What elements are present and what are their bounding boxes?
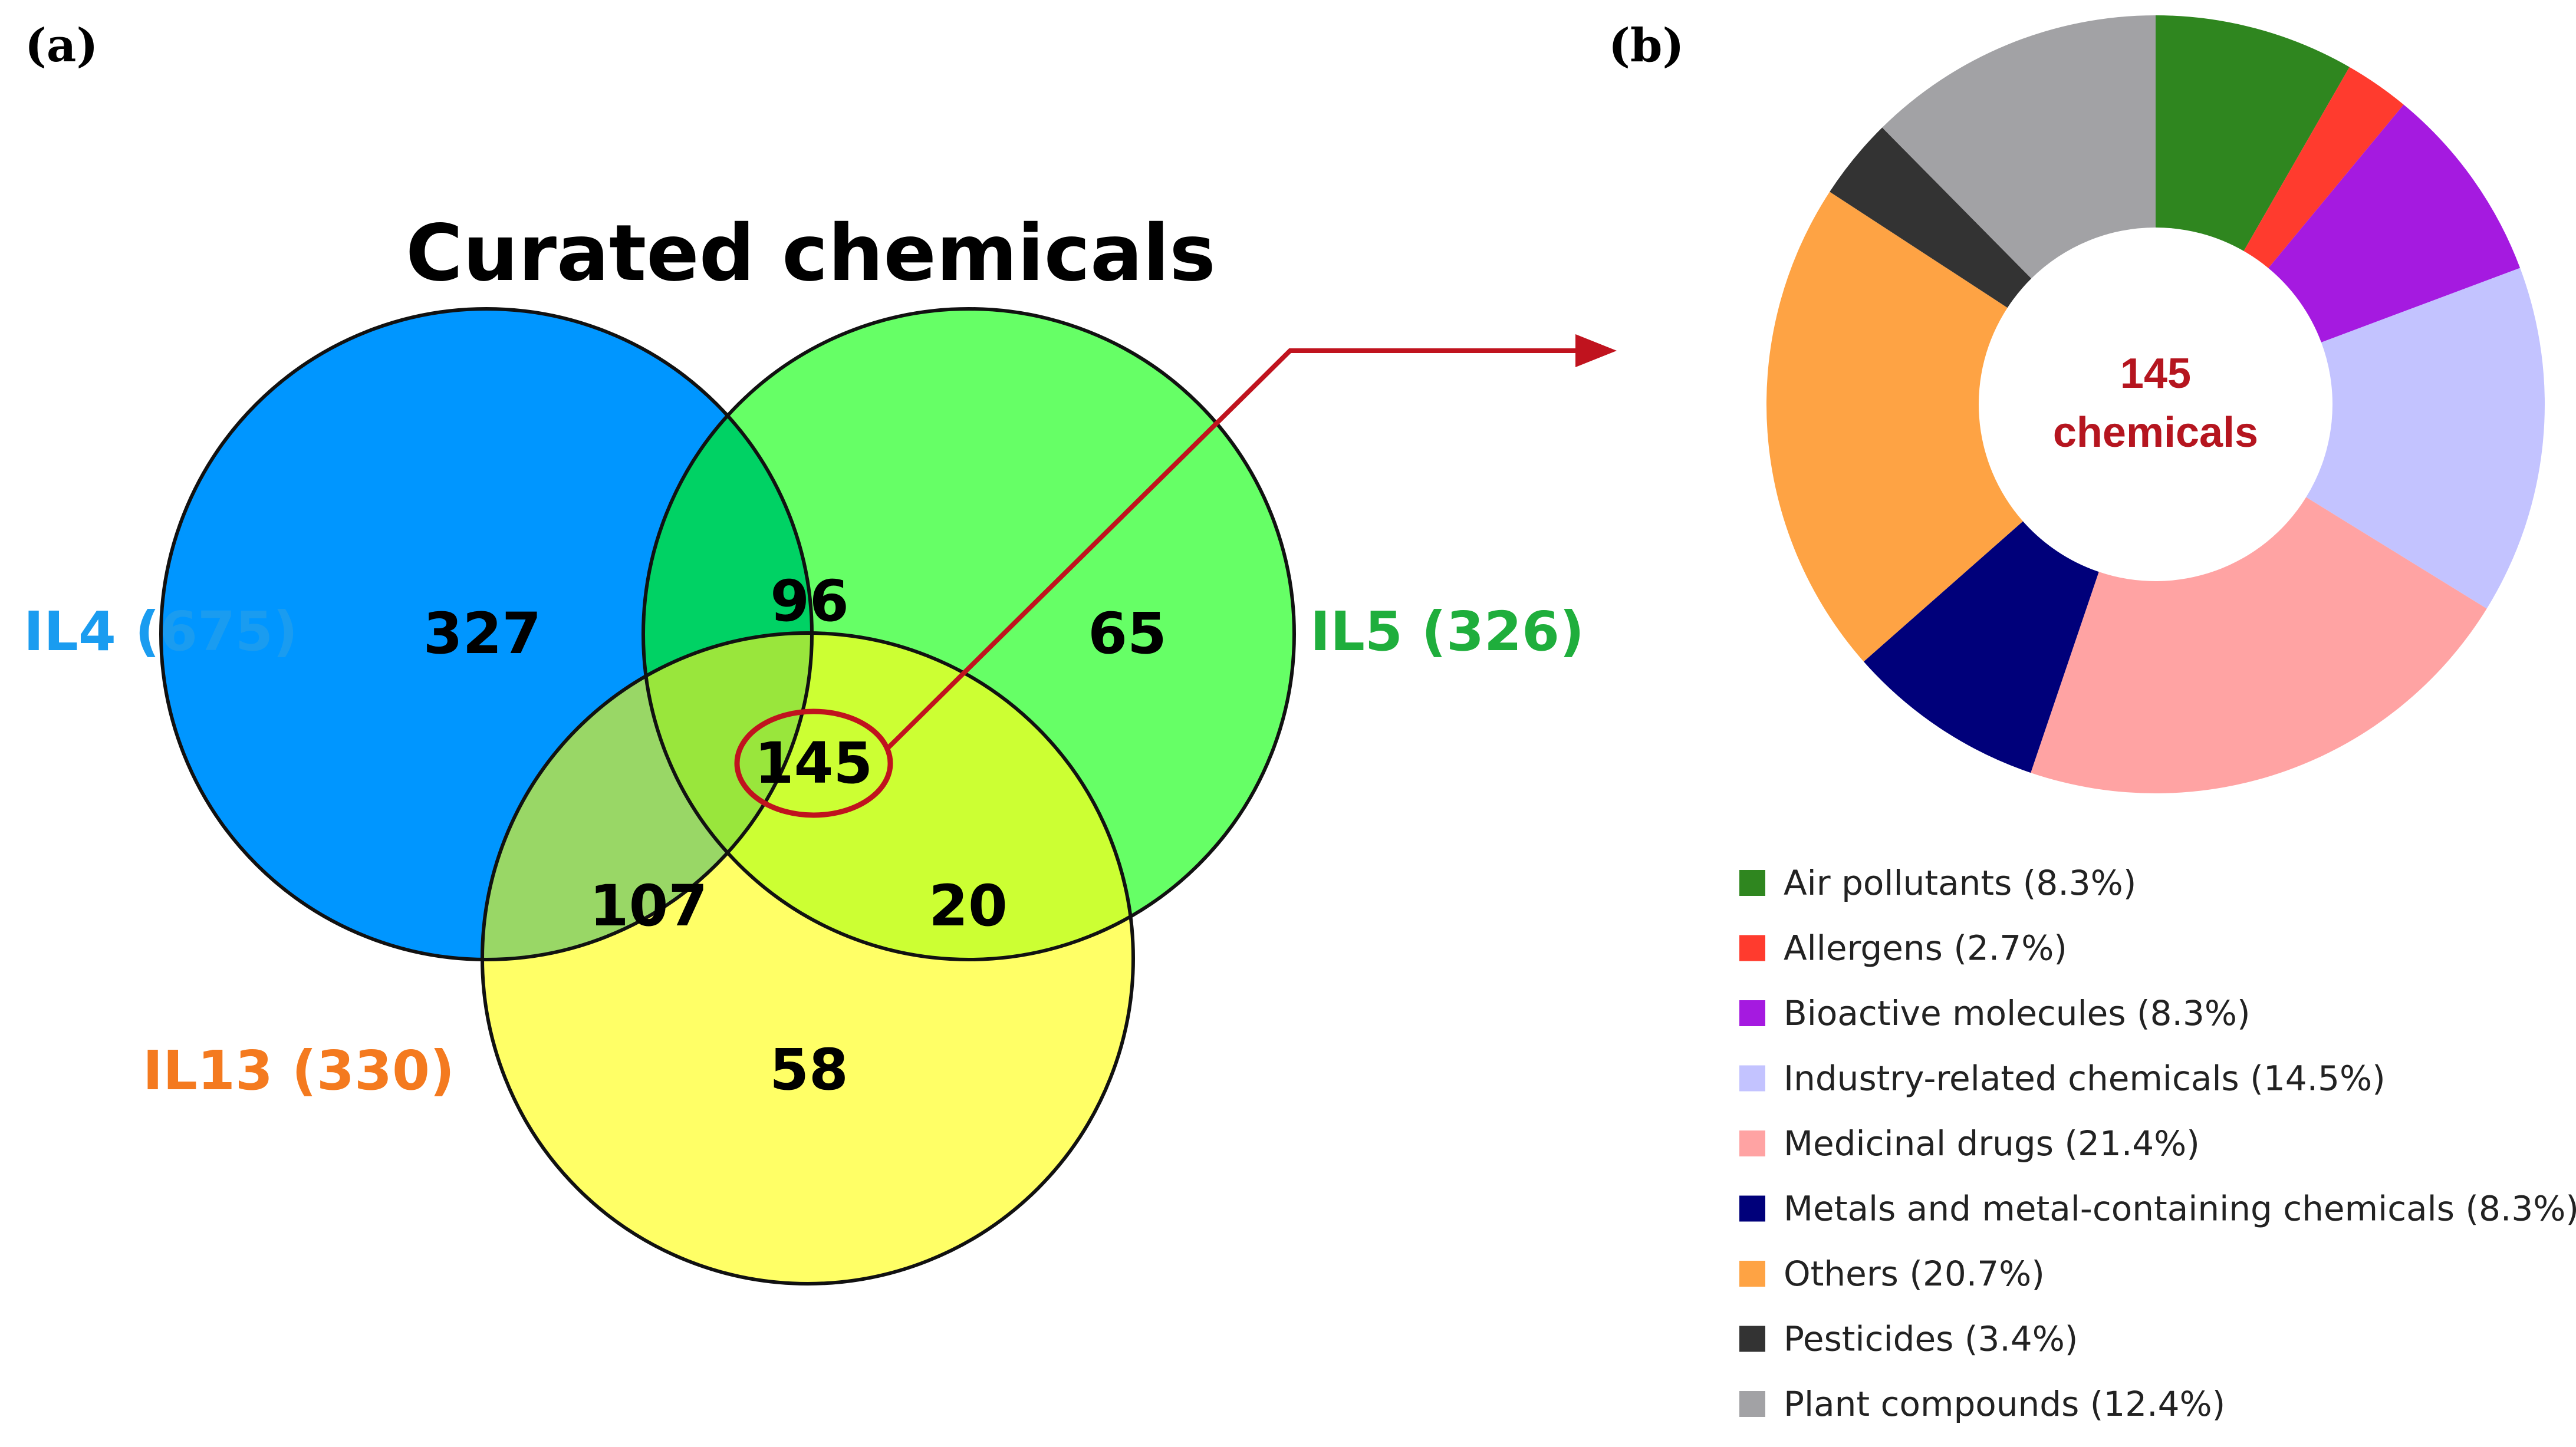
venn-label-il5: IL5 (326) (1310, 600, 1584, 663)
venn-outlines (159, 307, 1296, 1286)
donut-legend: Air pollutants (8.3%) Allergens (2.7%) Bio… (1739, 863, 2576, 1424)
venn-diagram: Curated chemicals 327 96 65 145 107 20 5… (24, 208, 1617, 1286)
donut-chart (1766, 15, 2545, 793)
venn-label-il4: IL4 (675) (24, 600, 298, 663)
venn-title: Curated chemicals (406, 208, 1216, 299)
legend-swatch-0 (1739, 870, 1765, 896)
donut-slice-2 (2268, 104, 2521, 342)
legend-label-3: Industry-related chemicals (14.5%) (1784, 1059, 2386, 1099)
donut-slice-7 (1830, 127, 2032, 308)
legend-label-7: Pesticides (3.4%) (1784, 1319, 2078, 1359)
legend-swatch-3 (1739, 1065, 1765, 1092)
donut-slice-4 (2031, 497, 2487, 793)
donut-center-label: chemicals (2053, 409, 2258, 456)
connector-arrowhead (1575, 334, 1617, 367)
donut-slice-1 (2243, 67, 2404, 268)
venn-count-il13-only: 58 (769, 1037, 848, 1103)
panel-b-label: (b) (1608, 19, 1684, 72)
legend-label-8: Plant compounds (12.4%) (1784, 1384, 2225, 1424)
venn-count-il5-only: 65 (1088, 601, 1167, 667)
venn-count-il5-il13: 20 (929, 873, 1008, 939)
legend-label-5: Metals and metal-containing chemicals (8… (1784, 1189, 2576, 1229)
legend-label-2: Bioactive molecules (8.3%) (1784, 993, 2251, 1033)
venn-label-il13: IL13 (330) (143, 1039, 455, 1102)
panel-a-label: (a) (25, 19, 98, 72)
legend-swatch-4 (1739, 1130, 1765, 1156)
legend-label-1: Allergens (2.7%) (1784, 928, 2067, 968)
donut-slice-0 (2156, 15, 2350, 251)
venn-count-il4-il13: 107 (590, 873, 708, 939)
legend-swatch-1 (1739, 935, 1765, 961)
donut-slice-3 (2306, 268, 2545, 609)
legend-swatch-5 (1739, 1195, 1765, 1222)
connector-line (886, 348, 1580, 750)
donut-slice-8 (1882, 15, 2156, 279)
venn-count-il4-il5: 96 (770, 568, 849, 634)
legend-swatch-2 (1739, 1000, 1765, 1026)
legend-label-4: Medicinal drugs (21.4%) (1784, 1123, 2200, 1163)
highlight-ellipse (734, 708, 893, 818)
legend-swatch-6 (1739, 1261, 1765, 1287)
venn-count-all: 145 (755, 730, 873, 796)
legend-swatch-7 (1739, 1326, 1765, 1352)
donut-slice-5 (1863, 521, 2099, 773)
legend-swatch-8 (1739, 1391, 1765, 1417)
donut-slice-6 (1766, 192, 2023, 662)
legend-label-0: Air pollutants (8.3%) (1784, 863, 2136, 903)
venn-count-il4-only: 327 (423, 601, 541, 667)
donut-center-count: 145 (2120, 350, 2191, 397)
legend-label-6: Others (20.7%) (1784, 1254, 2045, 1294)
